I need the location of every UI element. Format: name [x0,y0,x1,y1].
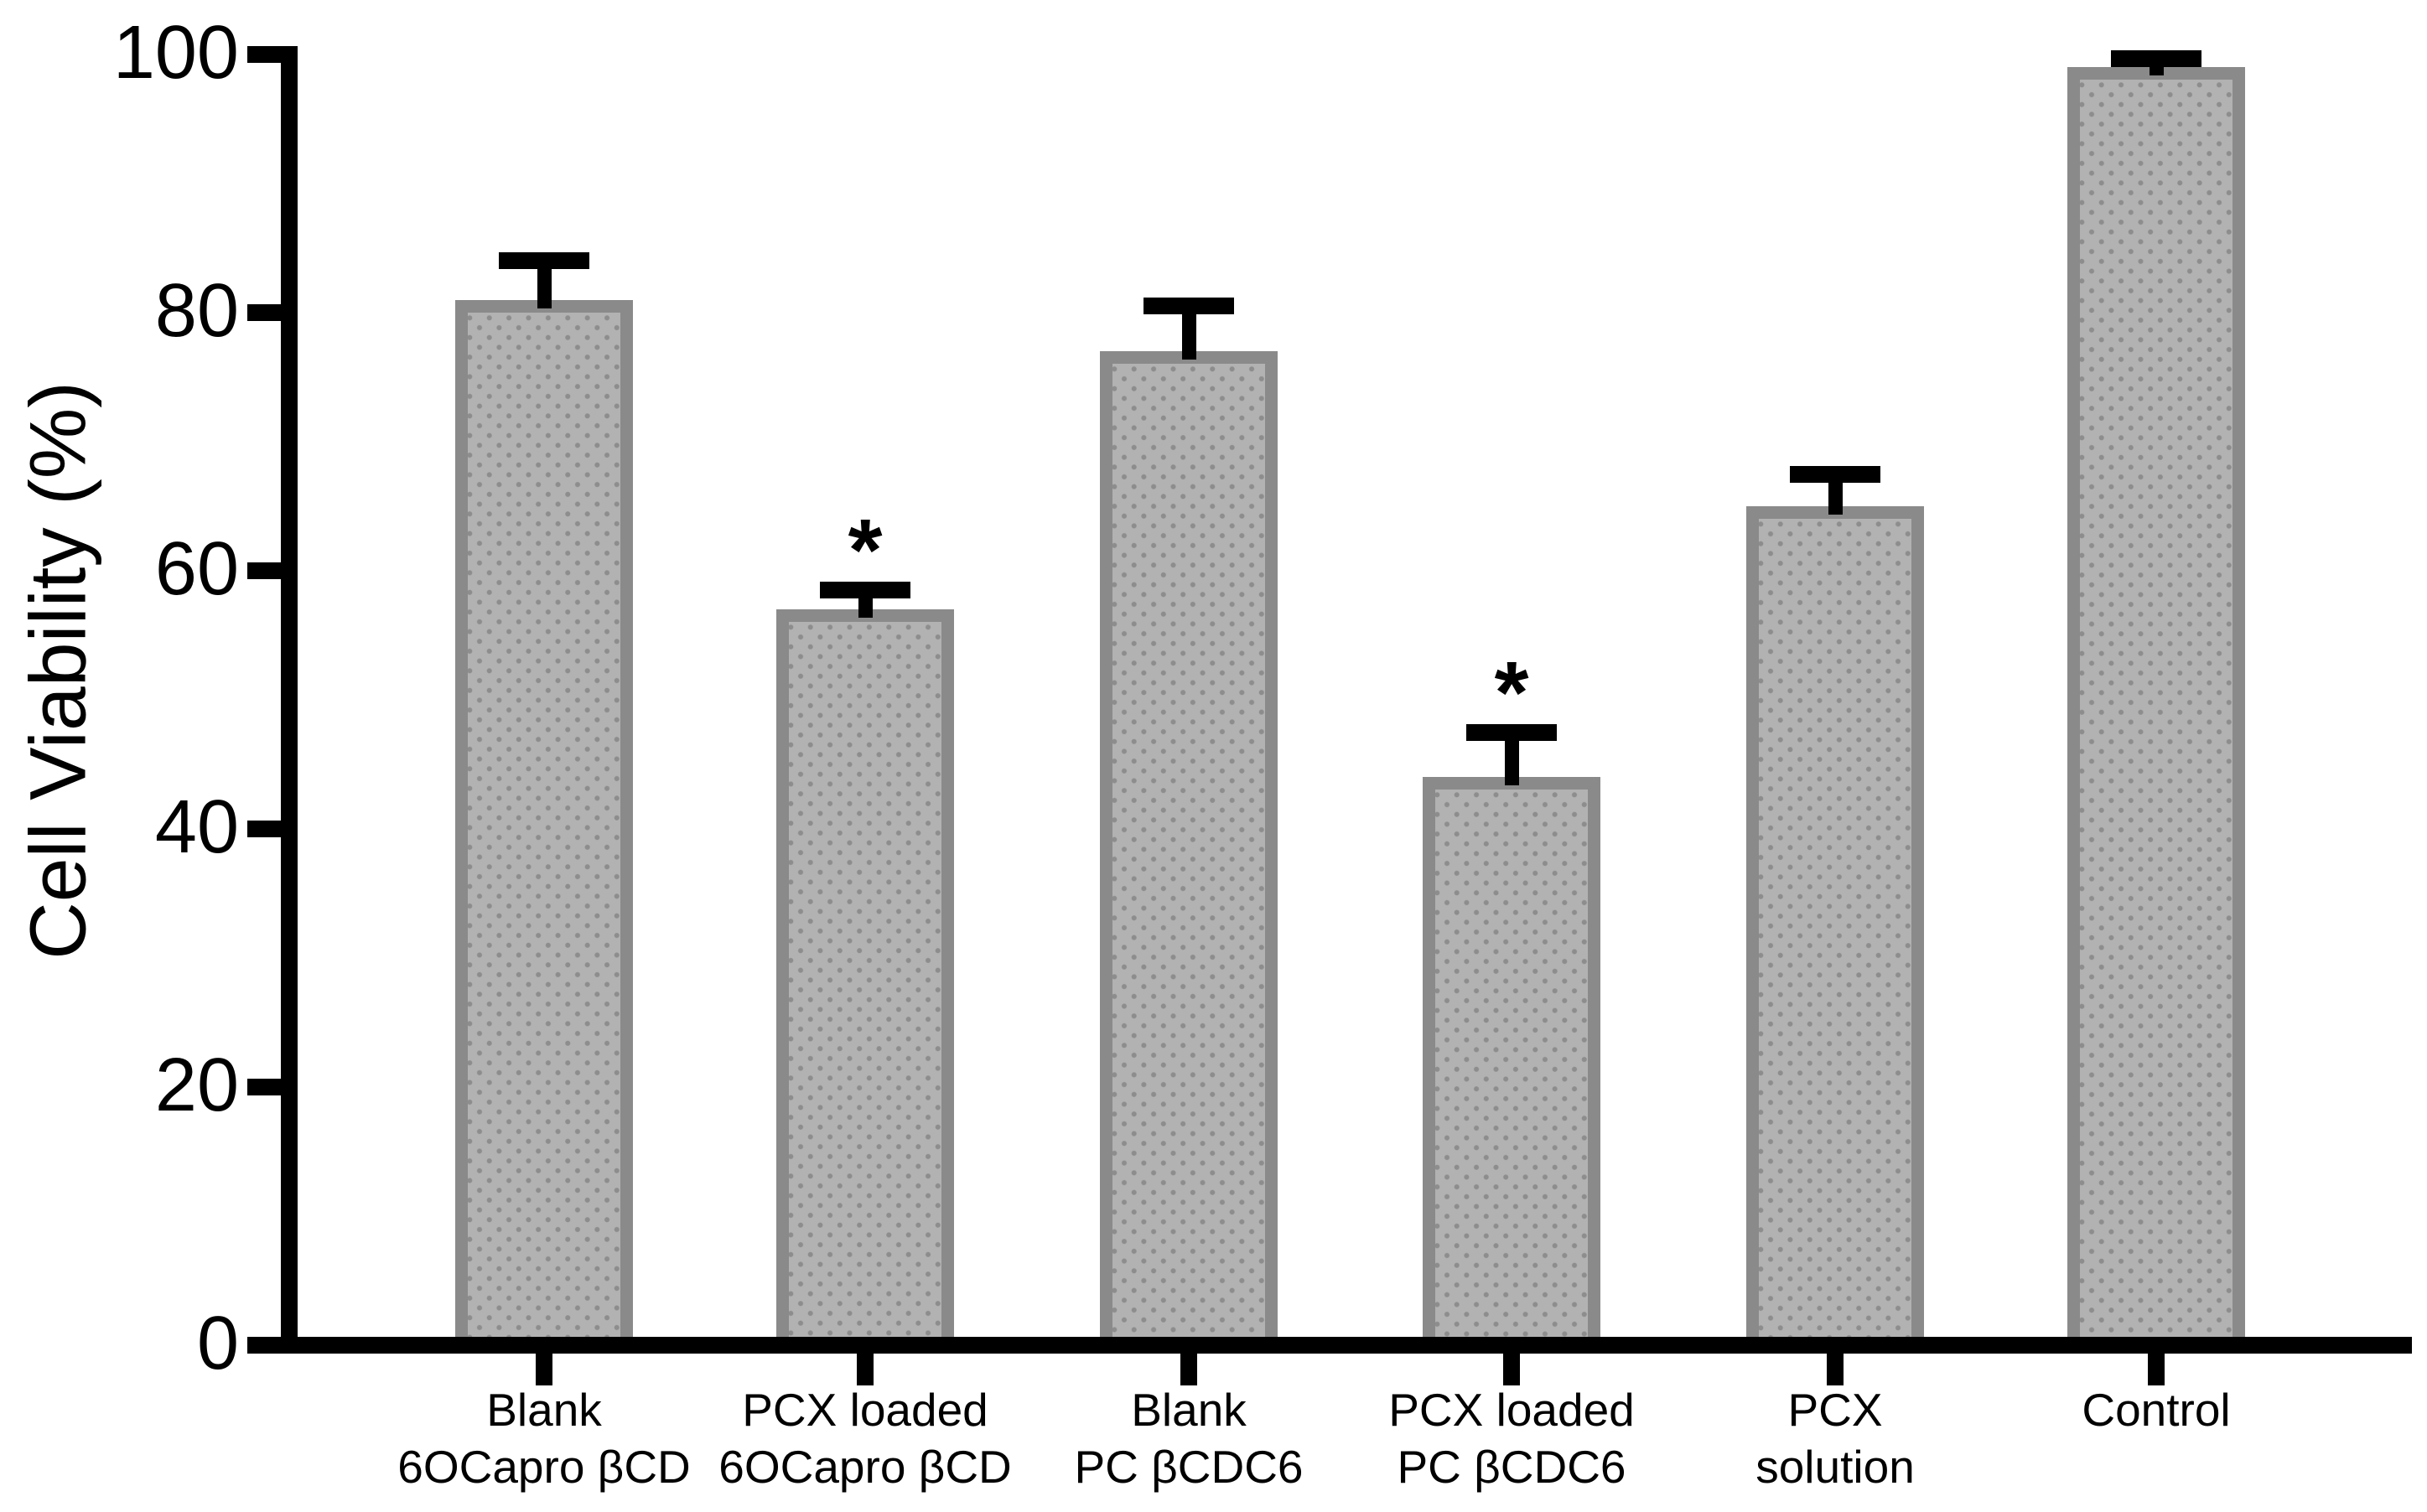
error-bar-stem [537,261,552,308]
bar [455,299,633,1354]
x-tick-label-line: 6OCapro βCD [718,1441,1012,1493]
significance-asterisk: * [848,501,883,600]
bar [1423,777,1600,1354]
x-tick-label-line: PC βCDC6 [1074,1441,1304,1493]
x-axis-tick [1180,1345,1197,1385]
y-tick-label: 80 [154,269,239,353]
error-bar-stem [1828,474,1843,515]
x-tick-label-line: PC βCDC6 [1397,1441,1626,1493]
y-tick-label: 40 [154,785,239,869]
x-axis-tick [1827,1345,1844,1385]
y-axis-tick [247,46,298,63]
x-tick-label-line: PCX loaded [742,1384,988,1436]
y-axis-line [281,47,298,1354]
x-axis-tick [536,1345,552,1385]
x-tick-label-line: 6OCapro βCD [397,1441,691,1493]
x-tick-label: PCX solution [1651,1381,2020,1495]
x-axis-line [281,1337,2412,1354]
x-tick-label: Control [1972,1381,2341,1438]
x-tick-label: PCX loaded 6OCapro βCD [681,1381,1050,1495]
x-tick-label-line: PCX [1787,1384,1883,1436]
y-axis-tick [247,562,298,579]
x-tick-label-line: solution [1755,1441,1915,1493]
x-tick-label: Blank PC βCDC6 [1004,1381,1373,1495]
error-bar-cap [820,582,910,599]
y-tick-label: 0 [196,1302,239,1385]
bar [1746,506,1924,1354]
bar [2067,67,2245,1354]
y-tick-label: 20 [154,1043,239,1127]
x-tick-label-line: Blank [1131,1384,1247,1436]
error-bar-cap [1790,465,1880,483]
x-tick-label-line: Control [2082,1384,2231,1436]
y-tick-label: 100 [112,11,239,95]
x-tick-label: Blank 6OCapro βCD [360,1381,729,1495]
error-bar-stem [1504,732,1519,786]
x-tick-label-line: PCX loaded [1388,1384,1635,1436]
error-bar-cap [1143,298,1234,315]
y-axis-tick [247,1079,298,1095]
x-tick-label-line: Blank [486,1384,602,1436]
y-axis-tick [247,304,298,321]
bar [776,609,954,1354]
x-tick-label: PCX loaded PC βCDC6 [1327,1381,1696,1495]
error-bar-stem [1181,306,1196,360]
x-axis-tick [857,1345,874,1385]
x-axis-tick [2148,1345,2165,1385]
error-bar-cap [499,252,589,270]
bar [1100,351,1278,1354]
error-bar-cap [1466,723,1557,741]
y-axis-tick [247,821,298,837]
significance-asterisk: * [1494,643,1529,742]
error-bar-cap [2111,49,2201,67]
y-axis-tick [247,1337,298,1354]
x-axis-tick [1503,1345,1520,1385]
y-tick-label: 60 [154,527,239,611]
